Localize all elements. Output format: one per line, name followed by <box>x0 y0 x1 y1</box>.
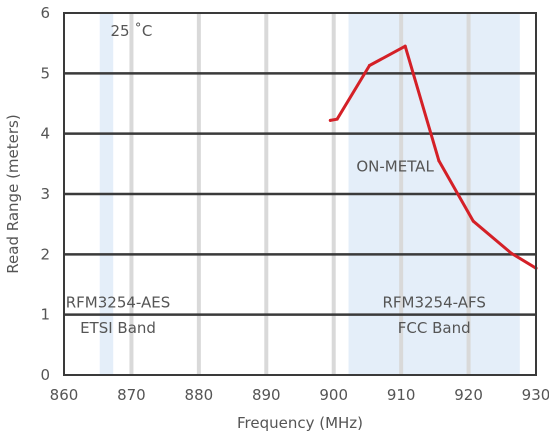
band-label-name: RFM3254-AFS <box>382 293 485 311</box>
data-point <box>509 251 513 255</box>
x-tick-label: 920 <box>454 386 483 404</box>
x-tick-labels: 860 870 880 890 900 910 920 930 <box>50 386 549 404</box>
x-axis-title: Frequency (MHz) <box>237 414 363 432</box>
x-tick-label: 930 <box>522 386 549 404</box>
x-tick-label: 890 <box>252 386 281 404</box>
series-line-0 <box>328 44 538 270</box>
data-series <box>328 44 538 270</box>
annotation-0: 25 ˚C <box>111 22 153 40</box>
data-point <box>367 63 371 67</box>
x-tick-label: 910 <box>387 386 416 404</box>
plot-frame <box>63 12 537 376</box>
band-labels: RFM3254-AES ETSI Band RFM3254-AFS FCC Band <box>66 293 486 336</box>
annotations: 25 ˚C ON-METAL <box>111 22 435 176</box>
x-tick-label: 880 <box>185 386 214 404</box>
y-tick-label: 2 <box>40 245 50 263</box>
data-point <box>328 118 332 122</box>
annotation-1: ON-METAL <box>356 158 434 176</box>
data-point <box>403 44 407 48</box>
y-axis-title: Read Range (meters) <box>4 114 22 273</box>
data-point <box>437 159 441 163</box>
y-tick-label: 4 <box>40 125 50 143</box>
x-tick-label: 860 <box>50 386 79 404</box>
x-tick-label: 870 <box>117 386 146 404</box>
x-tick-label: 900 <box>319 386 348 404</box>
data-point <box>335 117 339 121</box>
data-point <box>471 219 475 223</box>
band-label-name: RFM3254-AES <box>66 293 171 311</box>
band-label-type: FCC Band <box>398 319 471 337</box>
y-tick-label: 6 <box>40 4 50 22</box>
band-label-type: ETSI Band <box>80 319 156 337</box>
y-tick-label: 5 <box>40 64 50 82</box>
y-tick-label: 3 <box>40 185 50 203</box>
y-tick-label: 0 <box>40 366 50 384</box>
y-tick-labels: 0 1 2 3 4 5 6 <box>40 4 50 384</box>
y-tick-label: 1 <box>40 306 50 324</box>
